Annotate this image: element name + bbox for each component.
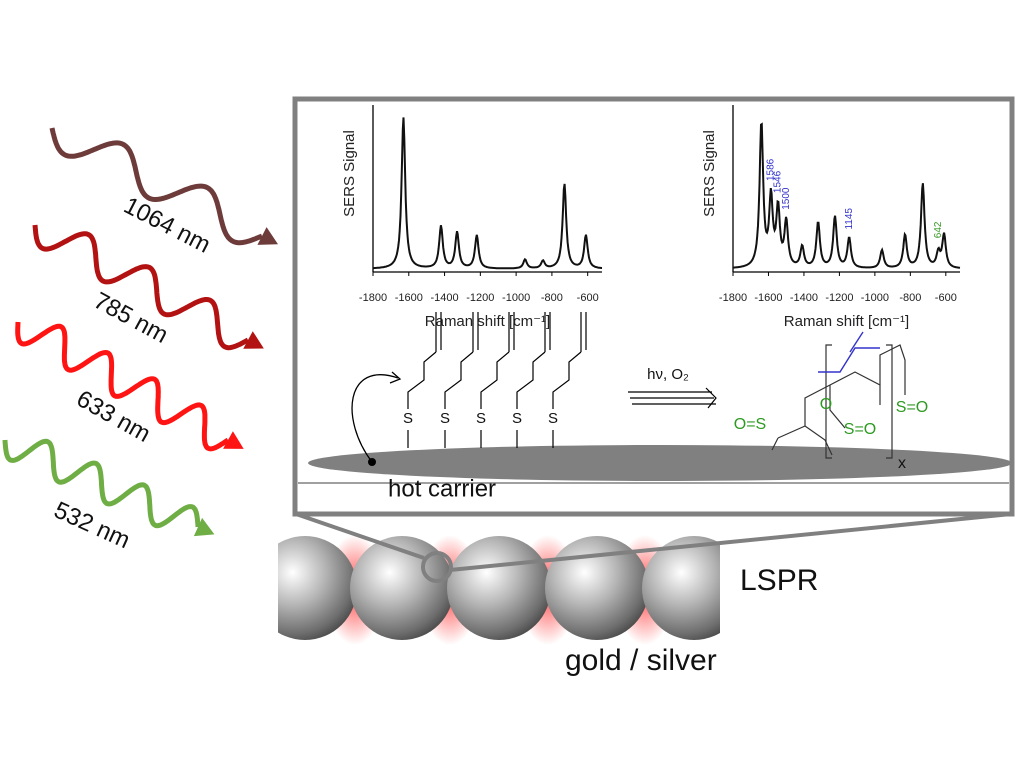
product-label: S=O xyxy=(896,399,928,416)
product-skeleton xyxy=(771,344,906,459)
alkyl-chain xyxy=(516,351,546,409)
sulfur-label: S xyxy=(403,410,413,427)
x-axis-label: Raman shift [cm⁻¹] xyxy=(425,313,550,330)
peak-label: 1546 xyxy=(773,170,784,193)
wave-arrowhead xyxy=(223,431,244,449)
alkyl-chain xyxy=(480,351,510,409)
sulfur-label: S xyxy=(512,410,522,427)
x-tick-label: -1800 xyxy=(719,292,747,304)
particle xyxy=(545,536,649,640)
wave-arrowhead xyxy=(257,227,279,245)
wave xyxy=(15,321,230,452)
alkyl-chain xyxy=(552,351,582,409)
alkyl-chain xyxy=(407,351,437,409)
hot-carrier-label: hot carrier xyxy=(388,475,496,502)
peak-label: 1500 xyxy=(781,187,792,210)
x-tick-label: -800 xyxy=(899,292,921,304)
wavelength-label: 1064 nm xyxy=(119,192,214,259)
x-tick-label: -600 xyxy=(935,292,957,304)
x-axis-label: Raman shift [cm⁻¹] xyxy=(784,313,909,330)
x-tick-label: -800 xyxy=(541,292,563,304)
spectra: -1800 -1600 -1400 -1200 -1000 -800 -600 Raman s… xyxy=(341,105,961,330)
wave xyxy=(49,127,263,246)
sulfur-label: S xyxy=(548,410,558,427)
repeat-label: x xyxy=(898,455,906,472)
wavelength-label: 532 nm xyxy=(50,497,134,555)
peak-label: 1145 xyxy=(844,208,855,230)
carrier-path xyxy=(351,374,399,463)
alkyl-chain xyxy=(444,351,474,409)
substrate xyxy=(308,445,1012,481)
peak-label: 642 xyxy=(933,221,944,238)
particle xyxy=(447,536,551,640)
wavelength-label: 785 nm xyxy=(89,287,172,349)
reaction-arrows xyxy=(628,387,717,409)
zoom-line xyxy=(295,512,425,560)
sulfur-label: S xyxy=(476,410,486,427)
x-tick-label: -1200 xyxy=(466,292,494,304)
wave-arrowhead xyxy=(243,331,264,349)
x-tick-label: -1400 xyxy=(430,292,458,304)
product-label: O xyxy=(820,396,832,413)
product-label: O=S xyxy=(734,416,766,433)
x-tick-label: -1000 xyxy=(502,292,530,304)
particle xyxy=(278,536,357,640)
lspr-label: LSPR xyxy=(740,564,818,597)
x-tick-label: -1400 xyxy=(790,292,818,304)
peak-label: 1586 xyxy=(766,158,777,181)
spectrum-line xyxy=(373,117,602,270)
zoom-line xyxy=(449,512,1012,572)
product-label: S=O xyxy=(844,421,876,438)
x-tick-label: -1200 xyxy=(825,292,853,304)
carrier-arrowhead xyxy=(389,371,402,384)
spectrum-line xyxy=(733,122,961,269)
nanoparticle-chain xyxy=(278,535,720,645)
x-tick-label: -1600 xyxy=(395,292,423,304)
wave xyxy=(32,224,250,351)
y-axis-label: SERS Signal xyxy=(701,130,718,217)
sulfur-label: S xyxy=(440,410,450,427)
y-axis-label: SERS Signal xyxy=(341,130,358,217)
material-label: gold / silver xyxy=(565,644,717,677)
wave xyxy=(2,438,201,529)
zoom-circle xyxy=(421,551,453,583)
x-tick-label: -1800 xyxy=(359,292,387,304)
conditions-label: hν, O₂ xyxy=(647,366,689,383)
x-tick-label: -1000 xyxy=(861,292,889,304)
particle xyxy=(350,536,454,640)
x-tick-label: -600 xyxy=(577,292,599,304)
product-backbone xyxy=(818,331,880,373)
x-tick-label: -1600 xyxy=(754,292,782,304)
particle xyxy=(642,536,720,640)
wave-arrowhead xyxy=(193,517,215,537)
